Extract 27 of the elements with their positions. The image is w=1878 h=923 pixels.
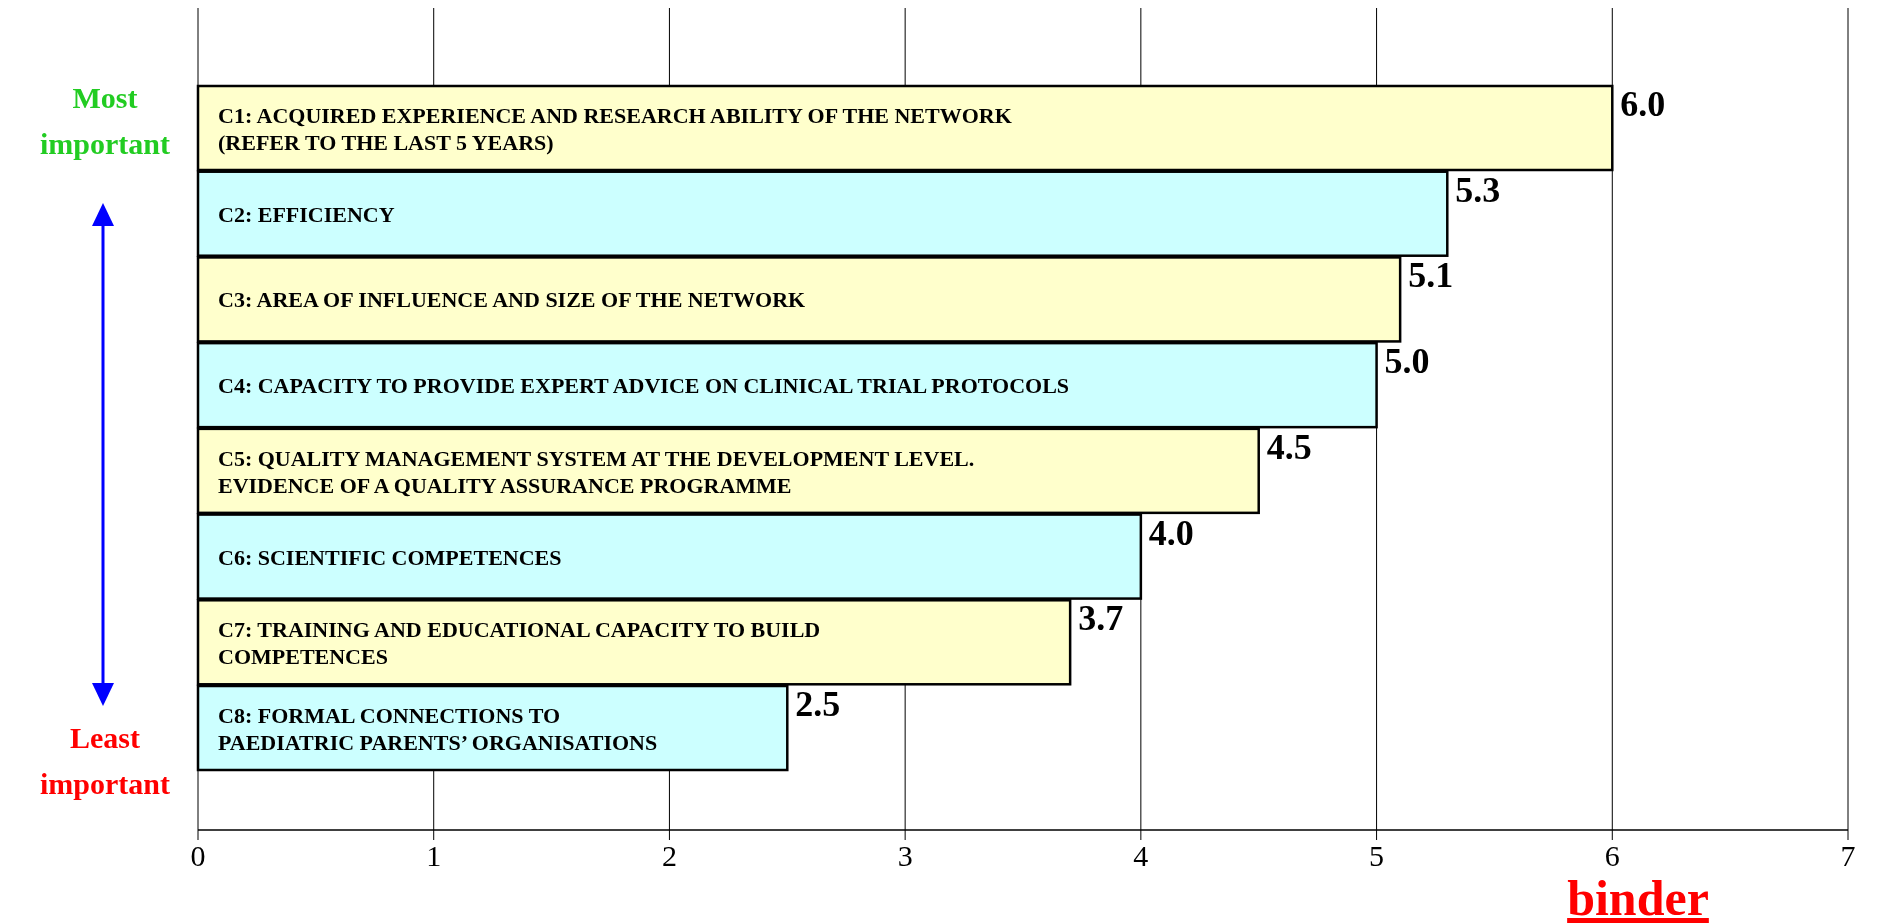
x-tick-label: 6 <box>1604 839 1620 872</box>
data-label: 5.0 <box>1384 341 1430 382</box>
x-tick-label: 0 <box>190 839 206 872</box>
data-label: 5.1 <box>1408 255 1454 296</box>
data-label: 6.0 <box>1620 84 1666 124</box>
x-tick-label: 5 <box>1369 839 1385 872</box>
data-label: 4.0 <box>1148 512 1194 553</box>
text: Most important <box>40 81 170 160</box>
data-label: 3.7 <box>1078 598 1124 639</box>
x-tick-label: 3 <box>897 839 913 872</box>
y-tick-label: C7: TRAINING AND EDUCATIONAL CAPACITY TO BUILD COMPETENCES <box>218 616 821 669</box>
x-tick-label: 1 <box>426 839 442 872</box>
y-tick-label: C1: ACQUIRED EXPERIENCE AND RESEARCH ABILITY OF THE NETWORK (REFER TO THE LAST 5 YEARS) <box>218 102 1012 155</box>
data-label: 2.5 <box>795 684 841 724</box>
y-tick-label: C2: EFFICIENCY <box>218 201 395 227</box>
text: binder <box>1567 870 1709 923</box>
x-tick-label: 4 <box>1133 839 1149 872</box>
y-tick-label: C8: FORMAL CONNECTIONS TO PAEDIATRIC PARENTS’ ORGANISATIONS <box>218 702 658 755</box>
x-tick-label: 7 <box>1840 839 1856 872</box>
text: Least important <box>40 721 170 800</box>
y-tick-label: C3: AREA OF INFLUENCE AND SIZE OF THE NETWORK <box>218 286 806 312</box>
y-tick-label: C6: SCIENTIFIC COMPETENCES <box>218 544 562 570</box>
y-tick-label: C5: QUALITY MANAGEMENT SYSTEM AT THE DEVELOPMENT LEVEL. EVIDENCE OF A QUALITY ASSURANCE PROGRAMME <box>218 445 975 498</box>
data-label: 4.5 <box>1266 426 1312 467</box>
y-tick-label: C4: CAPACITY TO PROVIDE EXPERT ADVICE ON CLINICAL TRIAL PROTOCOLS <box>218 372 1070 398</box>
x-tick-label: 2 <box>661 839 677 872</box>
data-label: 5.3 <box>1455 169 1501 210</box>
